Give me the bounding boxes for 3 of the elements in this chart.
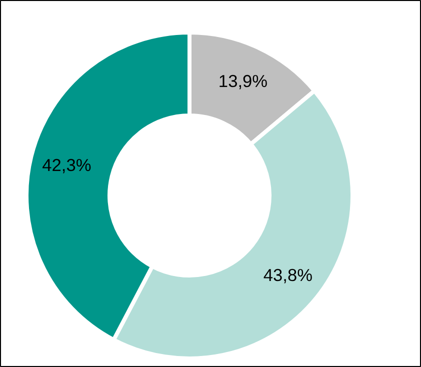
- data-label: 13,9%: [218, 70, 268, 91]
- data-label: 42,3%: [42, 155, 92, 176]
- data-label: 43,8%: [263, 264, 313, 285]
